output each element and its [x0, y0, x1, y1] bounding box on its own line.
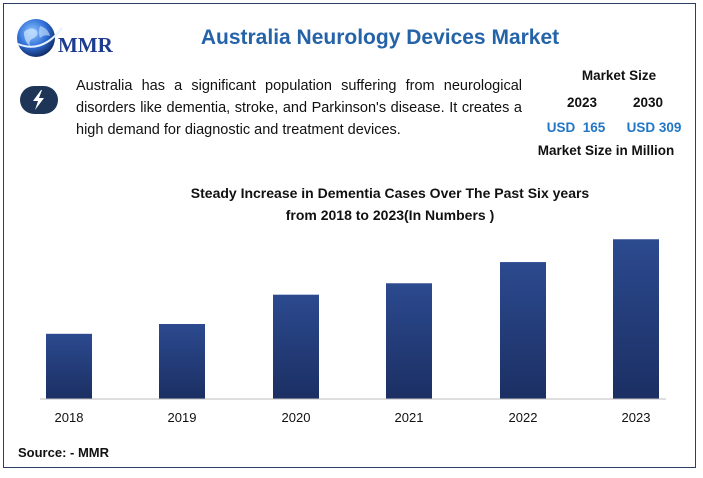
bar-2020: [273, 294, 319, 399]
market-size-value-end: USD 309: [626, 120, 682, 135]
x-tick-label-2023: 2023: [622, 410, 651, 425]
chart-title: Steady Increase in Dementia Cases Over T…: [150, 182, 630, 226]
bar-2019: [159, 324, 205, 399]
figure-frame: [3, 3, 696, 468]
market-size-title: Market Size: [581, 68, 657, 83]
market-size-year-end: 2030: [632, 95, 664, 110]
bar-2018: [46, 333, 92, 399]
x-tick-labels: 2018 2019 2020 2021 2022 2023: [55, 410, 651, 425]
market-size-footer: Market Size in Million: [537, 143, 675, 158]
source-note: Source: - MMR: [18, 445, 109, 460]
bar-series: [46, 239, 659, 399]
chart-title-line1: Steady Increase in Dementia Cases Over T…: [190, 185, 590, 201]
page-title: Australia Neurology Devices Market: [200, 26, 560, 49]
x-tick-label-2021: 2021: [395, 410, 424, 425]
market-size-year-start: 2023: [566, 95, 598, 110]
lightning-icon: [20, 86, 58, 114]
bar-2023: [613, 239, 659, 399]
mmr-globe-logo: [17, 19, 63, 57]
chart-subtitle: from 2018 to 2023(In Numbers ): [285, 207, 495, 223]
logo-text: MMR: [58, 33, 113, 57]
intro-text: Australia has a significant population s…: [76, 78, 522, 138]
market-size-value-start: USD 165: [546, 120, 606, 135]
x-tick-label-2022: 2022: [509, 410, 538, 425]
bar-2021: [386, 283, 432, 399]
bar-2022: [500, 262, 546, 399]
x-tick-label-2019: 2019: [168, 410, 197, 425]
x-tick-label-2020: 2020: [282, 410, 311, 425]
x-tick-label-2018: 2018: [55, 410, 84, 425]
